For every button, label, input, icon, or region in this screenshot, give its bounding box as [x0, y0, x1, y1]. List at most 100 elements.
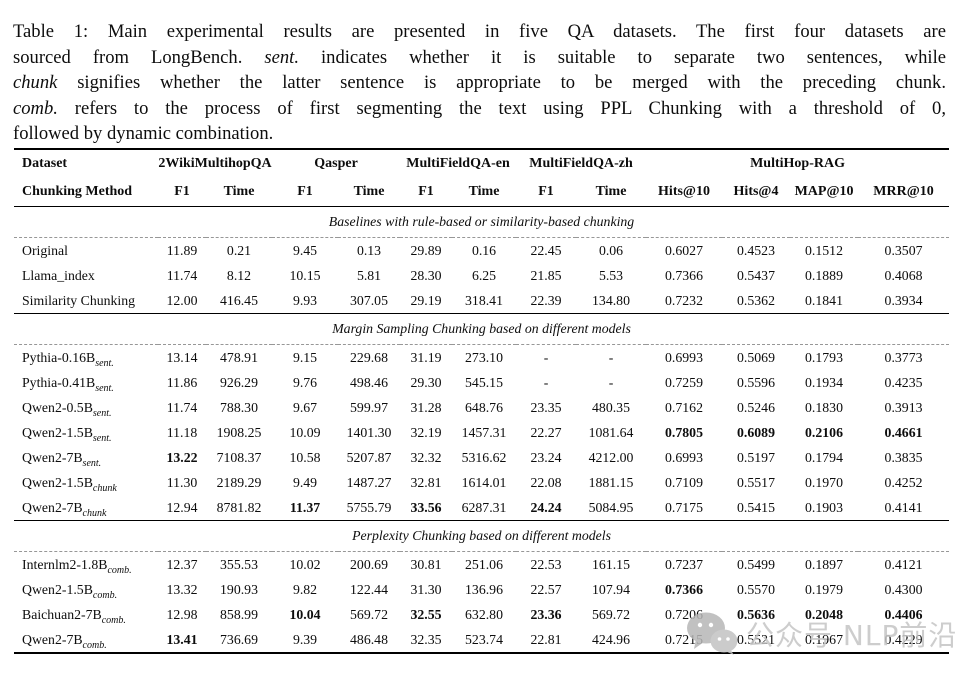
value-cell: 13.22: [166, 449, 198, 465]
metric-column-label: Time: [223, 184, 255, 199]
value-cell: 13.32: [166, 581, 198, 597]
value-cell: 23.35: [530, 399, 562, 415]
table-row: Similarity Chunking 12.00 416.45 9.93 307.05…: [14, 288, 949, 314]
caption-line: chunk signifies whether the latter sente…: [13, 70, 946, 96]
table-row: Qwen2-7Bcomb. 13.41 736.69 9.39 486.48 32.35 5…: [14, 627, 949, 653]
caption-line: followed by dynamic combination.: [13, 121, 946, 147]
value-cell: 23.24: [530, 449, 562, 465]
value-cell: 5.53: [598, 267, 624, 283]
value-cell: 11.74: [166, 267, 198, 283]
value-cell: 569.72: [592, 606, 630, 622]
value-cell: 0.5437: [737, 267, 775, 283]
value-cell: 0.6027: [665, 242, 703, 258]
value-cell: -: [543, 374, 549, 390]
value-cell: 0.3934: [884, 292, 923, 308]
method-subscript: chunk: [82, 507, 107, 519]
value-cell: 134.80: [592, 292, 630, 308]
value-cell: 0.7232: [665, 292, 703, 308]
value-cell: 0.2048: [805, 606, 843, 622]
value-cell: 599.97: [350, 399, 388, 415]
value-cell: 0.4141: [884, 499, 923, 515]
value-cell: 0.7237: [665, 556, 703, 572]
value-cell: 0.1970: [805, 474, 843, 490]
method-subscript: comb.: [107, 564, 132, 576]
value-cell: 28.30: [410, 267, 442, 283]
method-name: Qwen2-7B: [22, 449, 83, 465]
value-cell: 480.35: [592, 399, 630, 415]
value-cell: 0.13: [356, 242, 382, 258]
value-cell: 22.81: [530, 631, 562, 647]
value-cell: 569.72: [350, 606, 388, 622]
value-cell: 0.5362: [737, 292, 775, 308]
value-cell: 122.44: [350, 581, 388, 597]
value-cell: 7108.37: [216, 449, 262, 465]
method-name: Similarity Chunking: [22, 292, 136, 308]
results-table: Dataset 2WikiMultihopQA Qasper MultiFieldQA…: [14, 148, 950, 654]
dataset-group-label: 2WikiMultihopQA: [158, 156, 272, 171]
method-label: Pythia-0.41Bsent.: [14, 370, 158, 395]
method-subscript: chunk: [92, 482, 117, 494]
method-subscript: comb.: [101, 614, 126, 626]
caption-text: sourced from LongBench.: [13, 46, 265, 68]
value-cell: 0.5596: [737, 374, 775, 390]
value-cell: 355.53: [220, 556, 258, 572]
value-cell: 0.5499: [737, 556, 775, 572]
value-cell: 13.41: [166, 631, 198, 647]
header-row-metrics: Chunking Method F1 Time F1 Time F1 Time F1 Time H…: [14, 178, 949, 207]
table-caption: Table 1: Main experimental results are p…: [13, 19, 946, 147]
value-cell: -: [608, 374, 614, 390]
value-cell: 32.32: [410, 449, 442, 465]
method-label: Qwen2-7Bcomb.: [14, 627, 158, 653]
value-cell: 1908.25: [216, 424, 262, 440]
method-name: Qwen2-7B: [22, 631, 83, 647]
value-cell: 486.48: [350, 631, 388, 647]
value-cell: 0.4068: [884, 267, 923, 283]
metric-column-label: Time: [353, 184, 385, 199]
value-cell: 22.27: [530, 424, 562, 440]
table-section: Margin Sampling Chunking based on differ…: [14, 313, 950, 521]
table-row: Original 11.89 0.21 9.45 0.13 29.89 0.16 22.45 0…: [14, 238, 949, 264]
value-cell: 0.3913: [884, 399, 923, 415]
method-name: Pythia-0.41B: [22, 374, 96, 390]
metric-column-label: Time: [595, 184, 627, 199]
value-cell: 11.86: [166, 374, 198, 390]
caption-line: sourced from LongBench. sent. indicates …: [13, 45, 946, 71]
method-name: Qwen2-0.5B: [22, 399, 93, 415]
value-cell: 30.81: [410, 556, 442, 572]
value-cell: 0.06: [598, 242, 624, 258]
value-cell: 318.41: [465, 292, 503, 308]
value-cell: 32.19: [410, 424, 442, 440]
value-cell: 9.15: [292, 349, 318, 365]
value-cell: 22.45: [530, 242, 562, 258]
value-cell: 11.37: [289, 499, 321, 515]
table-section: Baselines with rule-based or similarity-…: [14, 206, 950, 314]
metric-column-label: F1: [297, 184, 313, 199]
method-name: Qwen2-1.5B: [22, 424, 93, 440]
value-cell: 0.4661: [884, 424, 923, 440]
method-subscript: sent.: [95, 357, 114, 369]
value-cell: 0.1979: [805, 581, 843, 597]
value-cell: -: [608, 349, 614, 365]
method-name: Original: [22, 242, 68, 258]
value-cell: 11.74: [166, 399, 198, 415]
value-cell: 0.5517: [737, 474, 775, 490]
value-cell: 8781.82: [216, 499, 262, 515]
value-cell: 632.80: [465, 606, 503, 622]
value-cell: 0.5636: [737, 606, 775, 622]
value-cell: 29.30: [410, 374, 442, 390]
value-cell: 11.89: [166, 242, 198, 258]
value-cell: 0.7162: [665, 399, 703, 415]
value-cell: 545.15: [465, 374, 503, 390]
value-cell: 12.37: [166, 556, 198, 572]
value-cell: 0.4235: [884, 374, 923, 390]
value-cell: 0.7109: [665, 474, 703, 490]
caption-text: signifies whether the latter sentence is…: [57, 72, 946, 94]
section-label: Baselines with rule-based or similarity-…: [14, 206, 950, 238]
value-cell: 0.1841: [805, 292, 843, 308]
metric-column-label: Time: [468, 184, 500, 199]
value-cell: 10.02: [289, 556, 321, 572]
value-cell: 4212.00: [588, 449, 634, 465]
dataset-group-label: MultiFieldQA-zh: [529, 156, 633, 171]
method-label: Qwen2-1.5Bchunk: [14, 470, 158, 495]
value-cell: 0.1967: [805, 631, 843, 647]
